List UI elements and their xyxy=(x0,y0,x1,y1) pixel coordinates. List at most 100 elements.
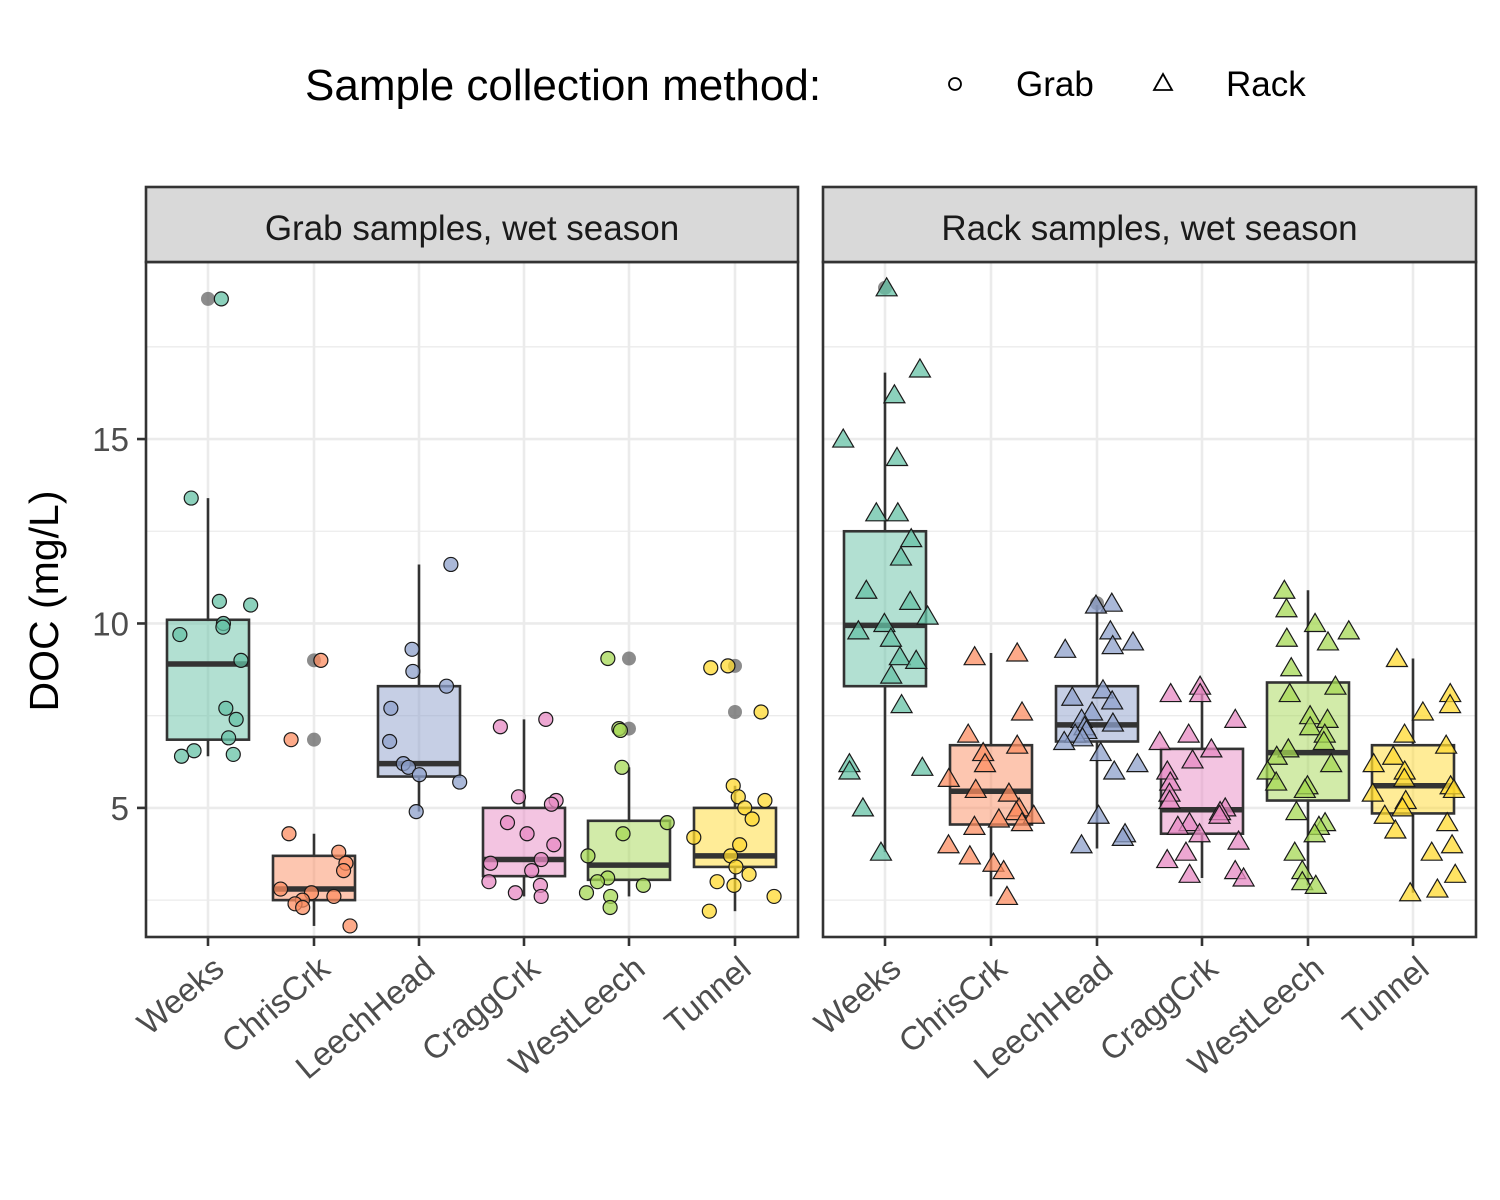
data-point xyxy=(1304,874,1328,894)
data-point xyxy=(737,800,753,816)
data-point xyxy=(172,626,188,643)
data-point xyxy=(1199,737,1223,758)
data-point xyxy=(220,730,237,746)
points-leechhead xyxy=(1052,591,1149,854)
data-point xyxy=(1275,627,1299,647)
data-point xyxy=(404,641,420,657)
legend-label-grab: Grab xyxy=(1016,65,1094,104)
data-point xyxy=(1278,682,1302,703)
outlier-point xyxy=(307,732,321,747)
data-point xyxy=(1398,881,1422,902)
data-point xyxy=(635,877,651,893)
data-point xyxy=(1256,759,1280,780)
data-point xyxy=(589,874,606,890)
data-point xyxy=(908,357,932,378)
data-point xyxy=(1100,591,1124,612)
y-tick-label: 5 xyxy=(111,790,129,827)
data-point xyxy=(272,881,289,897)
data-point xyxy=(1264,770,1288,791)
data-point xyxy=(1283,840,1307,861)
data-point xyxy=(1226,829,1251,850)
data-point xyxy=(1223,708,1247,728)
data-point xyxy=(1319,752,1343,773)
data-point xyxy=(1087,804,1111,824)
data-point xyxy=(1316,708,1340,728)
data-point xyxy=(1337,619,1361,640)
data-point xyxy=(1420,840,1444,861)
data-point xyxy=(936,833,961,854)
data-point xyxy=(1425,877,1449,898)
data-point xyxy=(958,844,982,865)
data-point xyxy=(898,590,922,610)
data-point xyxy=(701,903,717,919)
data-point xyxy=(1303,612,1327,633)
data-point xyxy=(1181,748,1205,769)
data-point xyxy=(215,619,231,635)
data-point xyxy=(578,885,595,901)
data-point xyxy=(1303,822,1327,843)
legend-grab-circle-icon xyxy=(948,77,962,91)
data-point xyxy=(1091,678,1115,699)
points-tunnel xyxy=(1361,647,1467,902)
data-point xyxy=(744,811,760,827)
data-point xyxy=(1265,745,1289,765)
data-point xyxy=(612,722,629,739)
data-point xyxy=(1159,682,1183,703)
data-point xyxy=(703,660,719,676)
data-point xyxy=(1392,767,1416,787)
data-point xyxy=(492,719,508,735)
data-point xyxy=(533,888,549,905)
data-point xyxy=(904,649,928,669)
data-point xyxy=(659,815,675,831)
data-point xyxy=(1284,800,1308,821)
data-point xyxy=(1070,726,1095,747)
data-point xyxy=(1069,833,1094,854)
data-point xyxy=(741,866,757,882)
data-point xyxy=(728,859,744,875)
data-point xyxy=(1188,682,1212,703)
data-point xyxy=(1052,730,1076,751)
data-point xyxy=(331,844,347,860)
strip-title: Rack samples, wet season xyxy=(941,209,1357,248)
data-point xyxy=(499,815,516,831)
data-point xyxy=(899,527,923,548)
panels: Grab samples, wet seasonWeeksChrisCrkLee… xyxy=(92,185,1478,1086)
data-point xyxy=(186,743,202,759)
data-point xyxy=(1022,804,1046,824)
data-point xyxy=(1274,597,1299,618)
data-point xyxy=(885,446,909,467)
data-point xyxy=(211,593,227,609)
data-point xyxy=(405,663,421,680)
data-point xyxy=(438,678,455,694)
data-point xyxy=(1053,638,1077,658)
data-point xyxy=(1312,730,1336,751)
data-point xyxy=(1279,656,1303,677)
strip-background xyxy=(821,185,1478,264)
y-axis: 5 10 15 xyxy=(92,421,146,827)
data-point xyxy=(888,645,912,666)
data-point xyxy=(875,276,899,297)
data-point xyxy=(1005,734,1029,754)
data-point xyxy=(602,899,618,916)
data-point xyxy=(720,658,736,674)
data-point xyxy=(183,490,199,506)
data-point xyxy=(864,501,888,522)
data-point xyxy=(1381,745,1405,765)
data-point xyxy=(543,796,560,812)
outlier-point xyxy=(728,705,742,719)
data-point xyxy=(600,650,616,667)
panel-1: Grab samples, wet seasonWeeksChrisCrkLee… xyxy=(92,185,800,1086)
data-point xyxy=(335,863,352,879)
data-point xyxy=(1442,778,1466,799)
data-point xyxy=(1166,815,1190,835)
data-point xyxy=(973,752,997,773)
data-point xyxy=(1010,700,1034,721)
data-point xyxy=(507,885,523,901)
points-craggcrk xyxy=(481,711,564,905)
legend: Sample collection method: Grab Rack xyxy=(305,61,1306,110)
data-point xyxy=(510,789,527,805)
points-tunnel xyxy=(686,658,782,919)
y-tick-label: 15 xyxy=(92,421,129,458)
data-point xyxy=(846,619,870,640)
data-point xyxy=(837,759,862,780)
